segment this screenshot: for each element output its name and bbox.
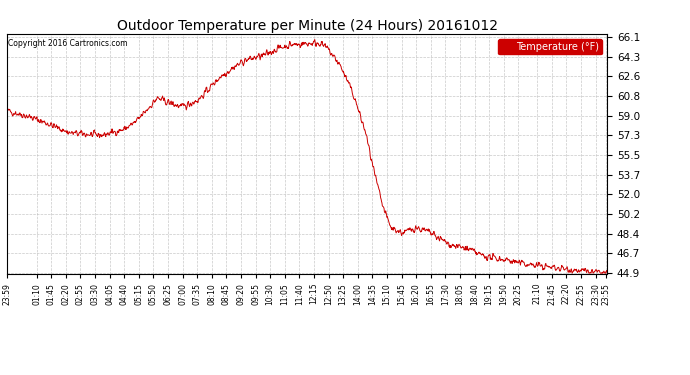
- Title: Outdoor Temperature per Minute (24 Hours) 20161012: Outdoor Temperature per Minute (24 Hours…: [117, 19, 497, 33]
- Legend: Temperature (°F): Temperature (°F): [498, 39, 602, 54]
- Text: Copyright 2016 Cartronics.com: Copyright 2016 Cartronics.com: [8, 39, 127, 48]
